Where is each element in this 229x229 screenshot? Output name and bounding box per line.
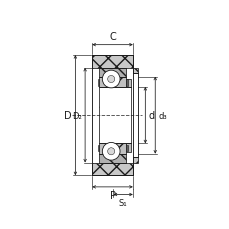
Bar [97,145,99,151]
Bar [98,154,126,163]
Bar [92,163,132,176]
Bar [126,79,131,87]
Text: D₂: D₂ [72,111,82,120]
Bar [132,68,137,74]
Text: C: C [109,32,115,42]
Text: d₃: d₃ [158,111,166,120]
Circle shape [102,143,120,161]
Text: D: D [64,111,71,121]
Bar [98,144,126,154]
Bar [98,87,131,144]
Circle shape [102,71,120,88]
Bar [132,158,137,163]
Text: S₁: S₁ [118,198,127,207]
Bar [92,56,132,68]
Text: P: P [109,191,115,201]
Text: B₁: B₁ [109,95,118,104]
Bar [126,145,127,151]
Bar [126,144,131,152]
Bar [126,80,127,86]
Bar [98,77,126,87]
Bar [97,80,99,86]
Circle shape [107,76,114,83]
Text: d: d [148,111,154,121]
Bar [98,68,126,77]
Circle shape [107,148,114,155]
